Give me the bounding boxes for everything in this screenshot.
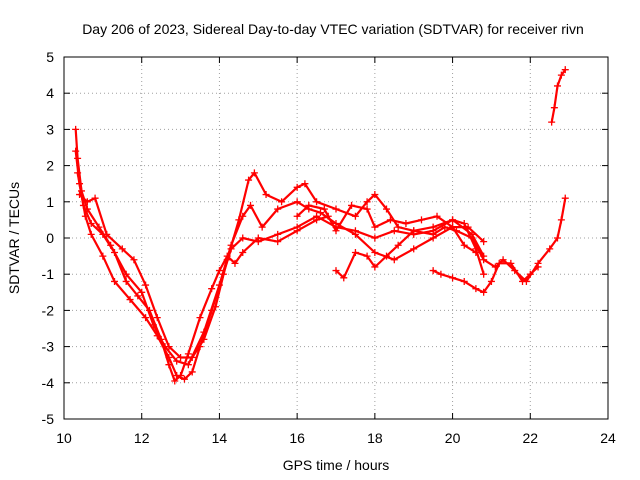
x-tick-label: 22 [522, 430, 538, 446]
y-tick-label: -5 [42, 411, 55, 427]
y-tick-label: 5 [46, 49, 54, 65]
data-point-marker [333, 206, 340, 213]
y-tick-label: -1 [42, 266, 55, 282]
data-point-marker [402, 220, 409, 227]
data-point-marker [554, 82, 561, 89]
x-tick-label: 16 [289, 430, 305, 446]
data-point-marker [558, 216, 565, 223]
data-point-marker [274, 231, 281, 238]
chart-title: Day 206 of 2023, Sidereal Day-to-day VTE… [82, 21, 584, 37]
data-point-marker [551, 104, 558, 111]
series-track-4 [76, 169, 487, 361]
data-point-marker [185, 350, 192, 357]
x-tick-label: 24 [600, 430, 616, 446]
data-point-marker [371, 224, 378, 231]
x-axis-label: GPS time / hours [283, 457, 390, 473]
x-tick-label: 14 [212, 430, 228, 446]
y-tick-label: -3 [42, 339, 55, 355]
y-tick-label: 3 [46, 121, 54, 137]
y-tick-label: 4 [46, 85, 54, 101]
x-tick-label: 18 [367, 430, 383, 446]
series-trace [552, 70, 566, 123]
y-tick-label: -2 [42, 302, 55, 318]
data-point-marker [437, 271, 444, 278]
data-point-marker [72, 126, 79, 133]
x-tick-label: 12 [134, 430, 150, 446]
data-point-marker [418, 216, 425, 223]
x-tick-label: 10 [56, 430, 72, 446]
grid-lines [64, 57, 608, 419]
data-point-marker [562, 195, 569, 202]
data-point-marker [430, 267, 437, 274]
data-point-marker [371, 235, 378, 242]
series-track-1 [72, 126, 487, 368]
series-track-8 [548, 66, 569, 125]
x-tick-label: 20 [445, 430, 461, 446]
data-point-marker [142, 282, 149, 289]
data-point-marker [548, 119, 555, 126]
series-track-2 [72, 148, 487, 383]
data-point-marker [197, 314, 204, 321]
data-point-marker [208, 285, 215, 292]
data-point-marker [480, 271, 487, 278]
series-trace [76, 129, 484, 364]
data-series [72, 66, 569, 384]
y-tick-label: 0 [46, 230, 54, 246]
data-point-marker [449, 274, 456, 281]
y-tick-label: -4 [42, 375, 55, 391]
y-tick-label: 2 [46, 158, 54, 174]
sdtvar-chart: 10 12 14 16 18 20 22 24-5-4-3-2-1012345 Day 206… [0, 0, 640, 480]
series-track-7 [430, 260, 542, 296]
data-point-marker [352, 249, 359, 256]
data-point-marker [154, 314, 161, 321]
data-point-marker [391, 227, 398, 234]
y-axis-label: SDTVAR / TECUs [6, 182, 22, 294]
series-trace [336, 198, 565, 281]
y-tick-label: 1 [46, 194, 54, 210]
data-point-marker [92, 195, 99, 202]
